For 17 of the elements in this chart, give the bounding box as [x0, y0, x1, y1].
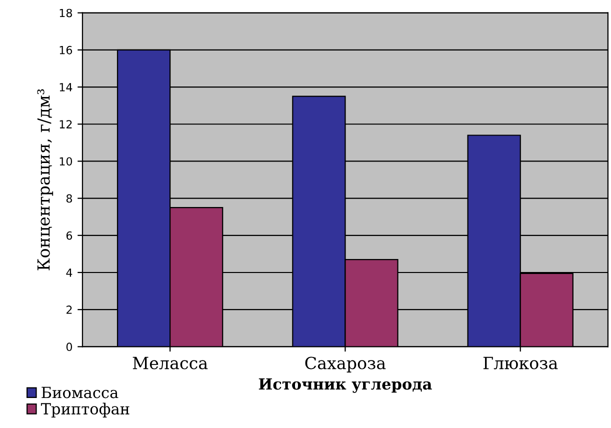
y-tick-label: 18 — [60, 8, 72, 18]
y-tick-label: 14 — [60, 83, 72, 92]
y-tick-label: 12 — [60, 120, 72, 128]
y-axis-title: Концентрация, г/дм³ — [37, 89, 54, 270]
y-tick-label: 2 — [66, 306, 72, 314]
x-tick-label: Глюкоза — [483, 356, 558, 370]
legend-label: Триптофан — [40, 402, 130, 418]
y-tick-label: 16 — [60, 46, 72, 54]
y-tick-label: 6 — [66, 231, 72, 240]
y-tick-label: 4 — [66, 268, 72, 277]
y-tick-label: 8 — [66, 194, 72, 203]
x-axis-title: Источник углерода — [258, 378, 432, 393]
x-tick-label: Сахароза — [305, 356, 386, 373]
y-tick-label: 10 — [60, 157, 72, 166]
y-tick-label: 0 — [66, 342, 72, 352]
x-tick-label: Меласса — [132, 356, 208, 370]
legend-label: Биомасса — [42, 386, 118, 398]
